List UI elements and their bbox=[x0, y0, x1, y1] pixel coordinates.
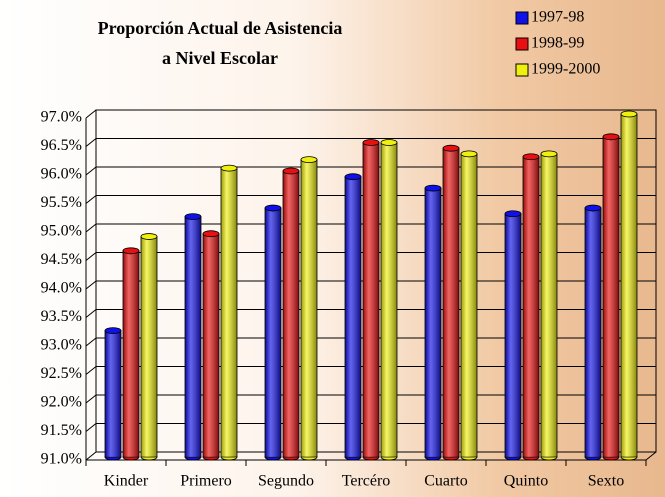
bar-shade bbox=[621, 114, 637, 457]
bar-cap bbox=[620, 110, 638, 118]
tick-mark bbox=[85, 166, 97, 176]
bar-cap bbox=[202, 230, 220, 238]
y-tick-label: 91.0% bbox=[41, 451, 82, 468]
bar-cap bbox=[122, 247, 140, 255]
bar-shade bbox=[301, 159, 317, 457]
tick-mark bbox=[85, 109, 97, 119]
bar-cap bbox=[424, 184, 442, 192]
bar-cap bbox=[380, 139, 398, 146]
bar-cap bbox=[264, 204, 282, 212]
bar-cap bbox=[504, 210, 522, 218]
bar-cap bbox=[282, 167, 300, 175]
floor-edge bbox=[645, 451, 657, 461]
x-tick-label: Sexto bbox=[588, 473, 624, 490]
bar-shade bbox=[523, 156, 539, 457]
legend-swatch bbox=[515, 37, 529, 51]
bar-cap bbox=[584, 204, 602, 212]
y-tick-label: 94.5% bbox=[41, 251, 82, 268]
bar-shade bbox=[265, 208, 281, 457]
bar-shade bbox=[203, 233, 219, 457]
x-tick-label: Quinto bbox=[504, 473, 548, 490]
y-tick-label: 91.5% bbox=[41, 422, 82, 439]
bar-shade bbox=[283, 171, 299, 457]
tick-mark bbox=[85, 451, 97, 461]
bar-cap bbox=[460, 150, 478, 158]
bar-shade bbox=[443, 148, 459, 457]
tick-mark bbox=[85, 366, 97, 375]
bar-cap bbox=[140, 233, 158, 240]
tick-mark bbox=[85, 337, 97, 347]
bar-shade bbox=[105, 330, 121, 457]
bar-shade bbox=[123, 250, 139, 457]
x-tick-label: Tercéro bbox=[342, 473, 391, 490]
legend-swatch bbox=[515, 63, 529, 77]
bar-shade bbox=[461, 153, 477, 457]
legend-label: 1997-98 bbox=[531, 9, 584, 26]
tick-mark bbox=[85, 223, 97, 233]
bar-cap bbox=[220, 164, 238, 172]
x-tick-label: Primero bbox=[180, 473, 232, 490]
tick-mark bbox=[85, 138, 97, 147]
bar-cap bbox=[344, 173, 362, 181]
bar-cap bbox=[522, 153, 540, 161]
bar-shade bbox=[603, 136, 619, 458]
bar-shade bbox=[363, 142, 379, 457]
tick-mark bbox=[85, 195, 97, 204]
y-tick-label: 95.5% bbox=[41, 194, 82, 211]
bar-cap bbox=[442, 144, 460, 152]
legend-label: 1998-99 bbox=[531, 35, 584, 52]
tick-mark bbox=[85, 423, 97, 432]
x-tick-label: Segundo bbox=[258, 473, 314, 490]
bar-cap bbox=[602, 133, 620, 141]
bar-shade bbox=[221, 168, 237, 457]
chart-title: Proporción Actual de Asistencia bbox=[98, 18, 343, 38]
y-tick-label: 93.0% bbox=[41, 337, 82, 354]
bar-shade bbox=[141, 236, 157, 457]
bar-shade bbox=[381, 142, 397, 457]
bar-cap bbox=[300, 156, 318, 164]
y-tick-label: 94.0% bbox=[41, 280, 82, 297]
x-tick-label: Cuarto bbox=[424, 473, 468, 490]
bar-shade bbox=[185, 216, 201, 457]
tick-mark bbox=[85, 394, 97, 404]
bar-shade bbox=[505, 213, 521, 457]
y-tick-label: 96.0% bbox=[41, 166, 82, 183]
bar-shade bbox=[585, 208, 601, 457]
tick-mark bbox=[85, 309, 97, 318]
bar-cap bbox=[362, 139, 380, 146]
x-tick-label: Kinder bbox=[104, 473, 149, 490]
bar-shade bbox=[425, 188, 441, 457]
bar-shade bbox=[345, 176, 361, 457]
legend-swatch bbox=[515, 11, 529, 25]
y-tick-label: 92.5% bbox=[41, 365, 82, 382]
tick-mark bbox=[85, 252, 97, 261]
chart-title: a Nivel Escolar bbox=[162, 48, 278, 68]
y-tick-label: 96.5% bbox=[41, 137, 82, 154]
legend-label: 1999-2000 bbox=[531, 61, 600, 78]
y-tick-label: 97.0% bbox=[41, 109, 82, 126]
bar-shade bbox=[541, 153, 557, 457]
bar-cap bbox=[540, 150, 558, 158]
y-tick-label: 92.0% bbox=[41, 394, 82, 411]
y-tick-label: 95.0% bbox=[41, 223, 82, 240]
bar-cap bbox=[104, 327, 122, 335]
tick-mark bbox=[85, 280, 97, 290]
y-tick-label: 93.5% bbox=[41, 308, 82, 325]
bar-cap bbox=[184, 213, 202, 221]
